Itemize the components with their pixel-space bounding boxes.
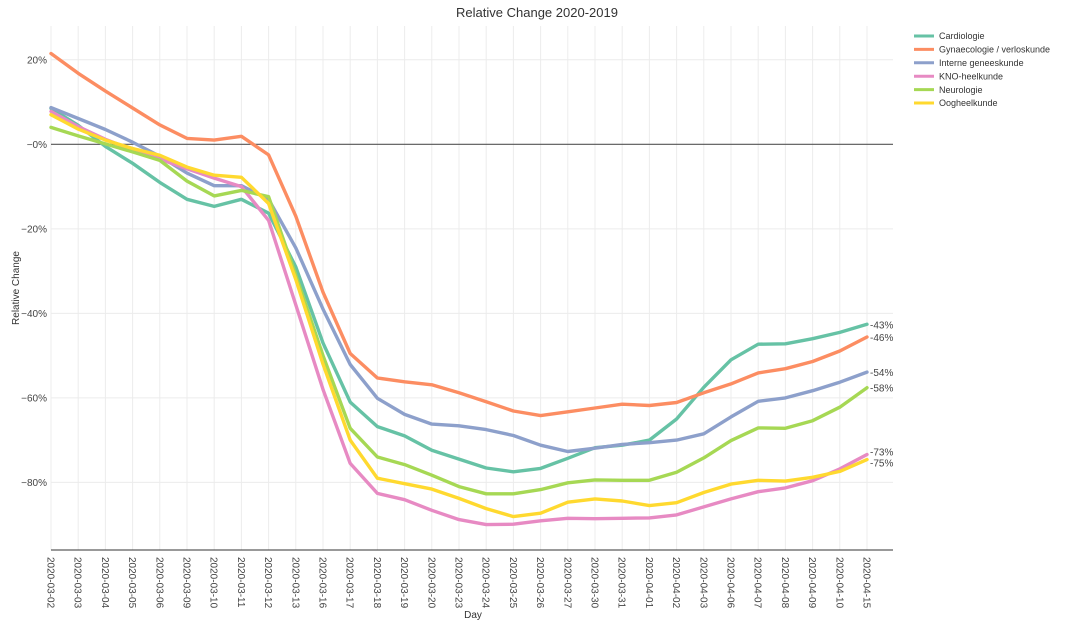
x-tick-label: 2020-03-11 xyxy=(235,557,246,608)
x-tick-label: 2020-03-20 xyxy=(425,557,436,609)
series-end-label: -46% xyxy=(870,333,893,344)
legend-label: KNO-heelkunde xyxy=(939,71,1003,81)
x-tick-label: 2020-03-27 xyxy=(561,557,572,609)
x-tick-label: 2020-03-03 xyxy=(72,557,83,609)
y-tick-label: −60% xyxy=(21,393,47,404)
chart-title: Relative Change 2020-2019 xyxy=(456,5,618,20)
y-axis-ticks: 20% −0% −20% −40% −60% −80% xyxy=(21,55,47,489)
x-axis-title: Day xyxy=(464,610,482,621)
x-tick-label: 2020-04-10 xyxy=(833,557,844,609)
legend-label: Neurologie xyxy=(939,85,983,95)
x-tick-label: 2020-04-06 xyxy=(725,557,736,609)
x-tick-label: 2020-04-09 xyxy=(806,557,817,609)
series-line xyxy=(49,51,869,418)
legend-label: Gynaecologie / verloskunde xyxy=(939,45,1050,55)
legend: Cardiologie Gynaecologie / verloskunde Int… xyxy=(914,31,1050,108)
x-tick-label: 2020-03-09 xyxy=(181,557,192,609)
y-tick-label: 20% xyxy=(27,55,47,66)
x-tick-label: 2020-03-18 xyxy=(371,557,382,609)
x-tick-label: 2020-03-12 xyxy=(262,557,273,609)
gridlines xyxy=(50,26,893,550)
x-tick-label: 2020-03-26 xyxy=(534,557,545,609)
x-axis-ticks: 2020-03-02 2020-03-03 2020-03-04 2020-03-05… xyxy=(45,557,872,609)
x-tick-label: 2020-03-30 xyxy=(589,557,600,609)
x-tick-label: 2020-04-08 xyxy=(779,557,790,609)
series-end-label: -54% xyxy=(870,368,893,379)
series-end-label: -43% xyxy=(870,320,893,331)
series-end-label: -58% xyxy=(870,384,893,395)
x-tick-label: 2020-04-07 xyxy=(752,557,763,609)
x-tick-label: 2020-03-23 xyxy=(453,557,464,609)
x-tick-label: 2020-03-06 xyxy=(153,557,164,609)
y-tick-label: −20% xyxy=(21,224,47,235)
series-line xyxy=(49,125,869,496)
legend-label: Interne geneeskunde xyxy=(939,58,1024,68)
y-tick-label: −40% xyxy=(21,309,47,320)
x-tick-label: 2020-03-19 xyxy=(398,557,409,609)
series-lines xyxy=(49,51,869,527)
x-tick-label: 2020-03-17 xyxy=(344,557,355,609)
y-axis-title: Relative Change xyxy=(11,251,22,325)
x-tick-label: 2020-04-03 xyxy=(697,557,708,609)
series-line xyxy=(49,112,869,519)
y-tick-label: −0% xyxy=(27,140,47,151)
x-tick-label: 2020-03-05 xyxy=(126,557,137,609)
end-labels: -43% -46% -54% -73% -58% -75% xyxy=(870,320,893,469)
x-tick-label: 2020-04-02 xyxy=(670,557,681,609)
legend-label: Cardiologie xyxy=(939,31,985,41)
x-tick-label: 2020-03-25 xyxy=(507,557,518,609)
x-tick-label: 2020-03-02 xyxy=(45,557,56,609)
x-tick-label: 2020-03-16 xyxy=(317,557,328,609)
x-tick-label: 2020-03-13 xyxy=(289,557,300,609)
x-tick-label: 2020-03-31 xyxy=(616,557,627,609)
series-line xyxy=(49,105,869,454)
y-tick-label: −80% xyxy=(21,478,47,489)
x-tick-label: 2020-04-15 xyxy=(861,557,872,609)
x-tick-label: 2020-03-10 xyxy=(208,557,219,609)
series-end-label: -73% xyxy=(870,447,893,458)
series-line xyxy=(49,106,869,474)
x-tick-label: 2020-03-24 xyxy=(480,557,491,609)
x-tick-label: 2020-04-01 xyxy=(643,557,654,609)
legend-label: Oogheelkunde xyxy=(939,98,998,108)
x-tick-label: 2020-03-04 xyxy=(99,557,110,609)
series-end-label: -75% xyxy=(870,459,893,470)
